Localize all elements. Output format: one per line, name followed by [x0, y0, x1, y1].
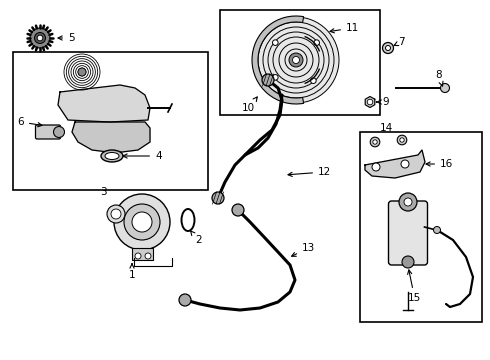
Circle shape — [135, 253, 141, 259]
Circle shape — [397, 135, 407, 145]
Ellipse shape — [105, 153, 119, 159]
Circle shape — [400, 138, 404, 142]
Bar — [132, 248, 153, 260]
Text: 2: 2 — [190, 231, 201, 245]
Text: 5: 5 — [58, 33, 74, 43]
FancyBboxPatch shape — [35, 125, 60, 139]
Circle shape — [111, 209, 121, 219]
Bar — [220, 10, 380, 115]
Circle shape — [124, 204, 160, 240]
Polygon shape — [365, 96, 375, 108]
Circle shape — [434, 226, 441, 234]
Circle shape — [404, 198, 412, 206]
Circle shape — [145, 253, 151, 259]
Circle shape — [370, 137, 380, 147]
Circle shape — [53, 126, 65, 138]
Ellipse shape — [101, 150, 123, 162]
Circle shape — [132, 212, 152, 232]
Circle shape — [401, 160, 409, 168]
Polygon shape — [58, 85, 150, 122]
Text: 9: 9 — [376, 97, 389, 107]
FancyBboxPatch shape — [389, 201, 427, 265]
Polygon shape — [365, 150, 425, 178]
Text: 11: 11 — [330, 23, 359, 33]
Circle shape — [402, 256, 414, 268]
Bar — [360, 132, 482, 322]
Circle shape — [34, 32, 46, 44]
Polygon shape — [72, 122, 150, 152]
Text: 1: 1 — [129, 264, 135, 280]
Circle shape — [179, 294, 191, 306]
Text: 15: 15 — [408, 270, 421, 303]
Circle shape — [262, 74, 274, 86]
Circle shape — [253, 17, 339, 103]
Circle shape — [314, 40, 319, 45]
Circle shape — [367, 99, 373, 105]
Circle shape — [114, 194, 170, 250]
Circle shape — [383, 42, 393, 54]
Text: 10: 10 — [242, 97, 257, 113]
Circle shape — [232, 204, 244, 216]
Text: 12: 12 — [288, 167, 331, 177]
Text: 7: 7 — [394, 37, 405, 47]
Text: 14: 14 — [380, 123, 393, 133]
Text: 4: 4 — [123, 151, 162, 161]
Circle shape — [272, 75, 278, 80]
Circle shape — [212, 192, 224, 204]
Circle shape — [311, 78, 316, 84]
Wedge shape — [252, 16, 304, 104]
Circle shape — [373, 140, 377, 144]
Text: 6: 6 — [17, 117, 42, 127]
Circle shape — [30, 28, 50, 48]
Circle shape — [399, 193, 417, 211]
Circle shape — [107, 205, 125, 223]
Text: 13: 13 — [292, 243, 315, 256]
Circle shape — [386, 45, 391, 50]
Text: 16: 16 — [426, 159, 453, 169]
Circle shape — [293, 57, 299, 63]
Text: 3: 3 — [100, 187, 107, 197]
Circle shape — [289, 53, 303, 67]
Bar — [13, 52, 208, 190]
Circle shape — [441, 84, 449, 93]
Circle shape — [37, 35, 43, 41]
Text: 8: 8 — [435, 70, 443, 86]
Circle shape — [272, 40, 278, 45]
Circle shape — [78, 68, 86, 76]
Circle shape — [372, 163, 380, 171]
